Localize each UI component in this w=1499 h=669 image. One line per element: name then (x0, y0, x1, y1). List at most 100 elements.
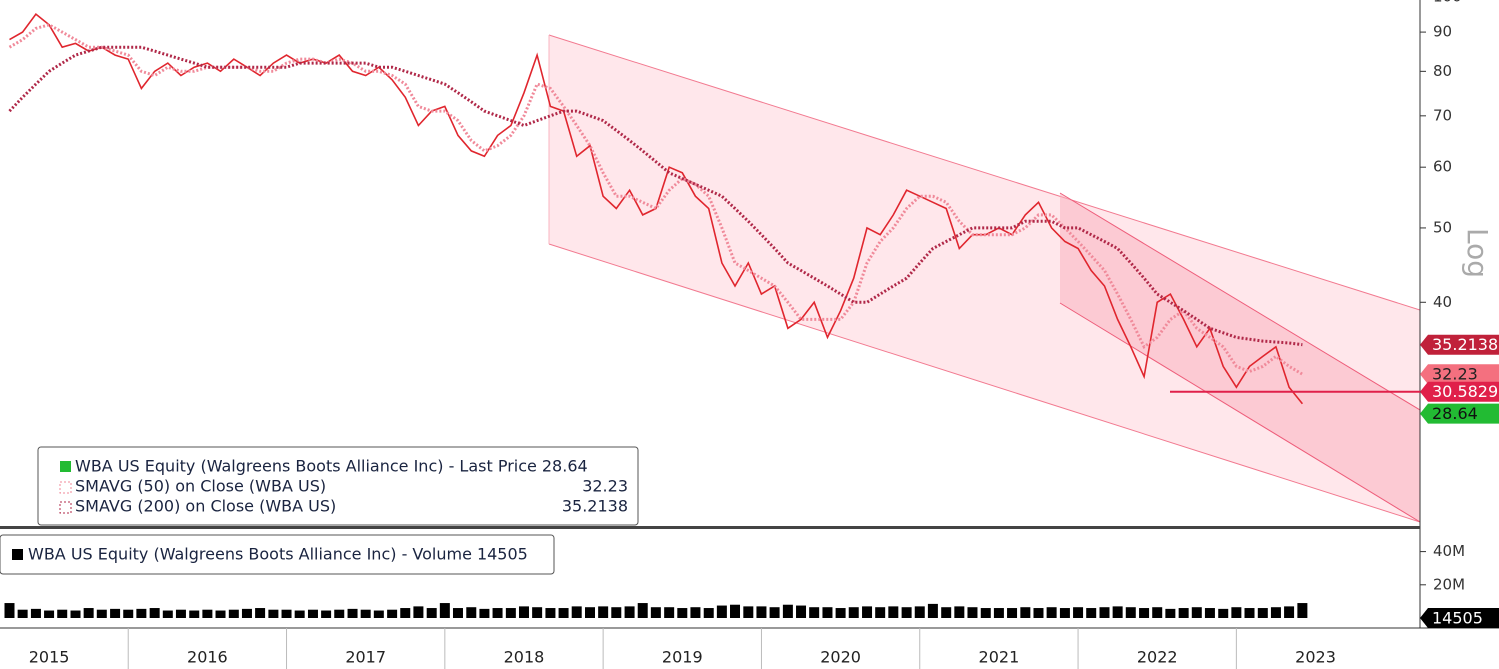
volume-bar (1231, 607, 1242, 618)
moving-average-line (8, 45, 1303, 347)
volume-bar (690, 607, 701, 618)
panel-divider (0, 526, 1420, 529)
volume-bar (980, 608, 991, 618)
volume-bar (809, 607, 820, 618)
volume-bar (241, 608, 252, 618)
legend-value: 35.2138 (562, 497, 628, 516)
value-tag (1420, 334, 1499, 355)
volume-bar (585, 607, 596, 618)
channel-line (1059, 302, 1420, 523)
volume-bar (782, 604, 793, 618)
volume-bar (1007, 608, 1018, 618)
volume-bar (848, 607, 859, 618)
volume-bar (558, 608, 569, 618)
volume-bar (452, 608, 463, 618)
volume-bar (1033, 608, 1044, 618)
y-tick-label: 40 (1433, 293, 1452, 311)
volume-bar (400, 608, 411, 618)
volume-bar (835, 608, 846, 618)
legend-label: WBA US Equity (Walgreens Boots Alliance … (75, 457, 537, 476)
volume-bar (83, 608, 94, 618)
volume-bar (1059, 608, 1070, 618)
volume-bar (822, 607, 833, 618)
x-tick-label: 2016 (187, 648, 228, 667)
volume-bar (96, 609, 107, 618)
y-tick-label: 100 (1433, 0, 1462, 5)
volume-bar (57, 609, 68, 618)
x-tick-label: 2017 (345, 648, 386, 667)
volume-bar (1178, 608, 1189, 618)
y-tick-label: 40M (1433, 542, 1465, 560)
legend-swatch (59, 501, 72, 514)
volume-bar (743, 606, 754, 618)
x-tick-label: 2022 (1137, 648, 1178, 667)
volume-bar (149, 608, 160, 618)
legend-box (37, 446, 639, 526)
volume-bar (1046, 607, 1057, 618)
volume-bar (888, 606, 899, 618)
y-tick-label: 90 (1433, 23, 1452, 41)
value-tag (1420, 364, 1499, 385)
legend-label: SMAVG (50) on Close (WBA US) (75, 477, 326, 496)
channel-fill (549, 35, 1420, 522)
y-tick-label: 70 (1433, 106, 1452, 124)
volume-bar (1125, 607, 1136, 618)
volume-bar (281, 609, 292, 618)
volume-bar (1191, 607, 1202, 618)
legend-swatch (12, 549, 23, 560)
volume-bar (1152, 607, 1163, 618)
value-tag (1420, 403, 1499, 424)
value-tag-label: 35.2138 (1432, 335, 1498, 354)
value-tag-label: 30.5829 (1432, 382, 1498, 401)
volume-bar (545, 608, 556, 618)
legend-label: WBA US Equity (Walgreens Boots Alliance … (28, 545, 472, 564)
volume-bar (1165, 608, 1176, 618)
legend-value: 32.23 (582, 477, 628, 496)
volume-bar (387, 609, 398, 618)
y-tick-label: 80 (1433, 62, 1452, 80)
volume-bar (255, 608, 266, 618)
value-tag (1420, 381, 1499, 402)
y-tick-label: 60 (1433, 158, 1452, 176)
volume-bar (426, 608, 437, 618)
volume-bar (479, 608, 490, 618)
legend-value: 14505 (477, 545, 528, 564)
volume-bar (505, 608, 516, 618)
volume-bar (1284, 606, 1295, 618)
legend-value: 28.64 (542, 457, 588, 476)
volume-bar (1297, 603, 1308, 618)
volume-bar (466, 607, 477, 618)
volume-bar (175, 609, 186, 618)
volume-bar (347, 608, 358, 618)
volume-bar (637, 603, 648, 618)
trend-channels (548, 34, 1420, 523)
volume-bar (4, 603, 15, 618)
volume-bar (756, 606, 767, 618)
volume-bar (518, 606, 529, 618)
volume-bar (1244, 608, 1255, 618)
volume-bar (927, 603, 938, 618)
volume-bar (334, 609, 345, 618)
volume-bar (796, 605, 807, 618)
x-tick-label: 2023 (1295, 648, 1336, 667)
volume-bar (769, 607, 780, 618)
volume-bar (875, 607, 886, 618)
volume-bar (730, 604, 741, 618)
volume-bar (1020, 607, 1031, 618)
y-axis-label: Log (1461, 228, 1494, 278)
volume-bar (1099, 607, 1110, 618)
legend-label: SMAVG (200) on Close (WBA US) (75, 497, 336, 516)
x-tick-label: 2019 (662, 648, 703, 667)
volume-bar (70, 610, 81, 618)
x-tick-label: 2021 (979, 648, 1020, 667)
value-tag-label: 32.23 (1432, 365, 1478, 384)
volume-bar (664, 607, 675, 618)
volume-bar (862, 606, 873, 618)
plot-area (4, 12, 1308, 618)
volume-bar (954, 606, 965, 618)
volume-bar (611, 607, 622, 618)
volume-bar (967, 607, 978, 618)
volume-bar (677, 608, 688, 618)
volume-bar (439, 603, 450, 618)
